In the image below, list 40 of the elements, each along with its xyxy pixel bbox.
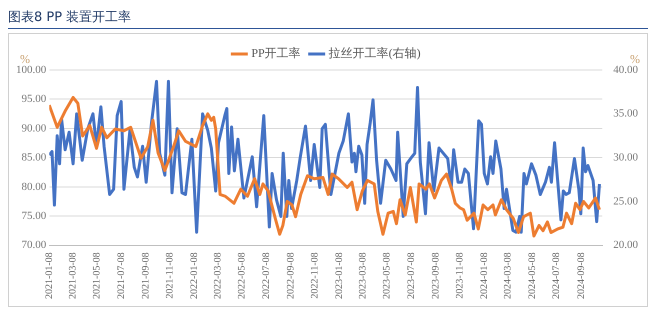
x-tick-label: 2023-03-08 [357,252,368,300]
x-tick-label: 2021-03-08 [67,252,78,300]
x-tick-label: 2023-01-08 [334,252,345,300]
x-tick-label: 2024-09-08 [576,252,587,300]
x-tick-label: 2023-11-08 [454,252,466,299]
y2-tick-label: 30.00 [613,152,638,164]
y-tick-label: 85.00 [22,152,47,164]
x-tick-label: 2022-05-08 [236,252,248,300]
x-tick-label: 2024-01-08 [478,252,490,300]
chart-title: 图表8 PP 装置开工率 [8,8,648,29]
x-tick-label: 2022-03-08 [212,252,224,300]
x-tick-label: 2023-09-08 [430,252,442,300]
x-tick-label: 2021-09-08 [140,252,152,300]
y2-tick-label: 20.00 [613,239,638,252]
x-tick-label: 2021-01-08 [44,252,55,300]
x-tick-label: 2022-11-08 [310,252,321,299]
x-tick-label: 2023-07-08 [406,252,417,300]
y-tick-label: 90.00 [22,122,47,134]
y2-tick-label: 35.00 [613,108,638,120]
x-tick-label: 2024-05-08 [526,252,538,300]
y-tick-label: 75.00 [22,210,47,222]
y-tick-label: 70.00 [22,239,47,252]
y-axis-title: % [20,52,30,66]
x-tick-label: 2021-05-08 [92,252,103,300]
x-tick-label: 2024-07-08 [551,252,562,300]
x-tick-label: 2022-09-08 [285,252,296,300]
x-tick-label: 2024-03-08 [502,252,514,300]
x-tick-label: 2021-11-08 [164,252,176,299]
y-tick-label: 80.00 [22,180,47,193]
legend-label: PP开工率 [251,46,301,60]
y2-tick-label: 40.00 [613,64,638,76]
legend-label: 拉丝开工率(右轴) [328,46,421,60]
x-tick-label: 2022-01-08 [188,252,200,300]
x-tick-label: 2022-07-08 [260,252,272,300]
y2-tick-label: 25.00 [613,195,638,208]
x-tick-label: 2021-07-08 [116,252,127,300]
x-tick-label: 2023-05-08 [382,252,393,300]
y-tick-label: 100.00 [16,64,47,76]
y-tick-label: 95.00 [22,93,47,106]
y2-axis-title: % [630,52,640,66]
